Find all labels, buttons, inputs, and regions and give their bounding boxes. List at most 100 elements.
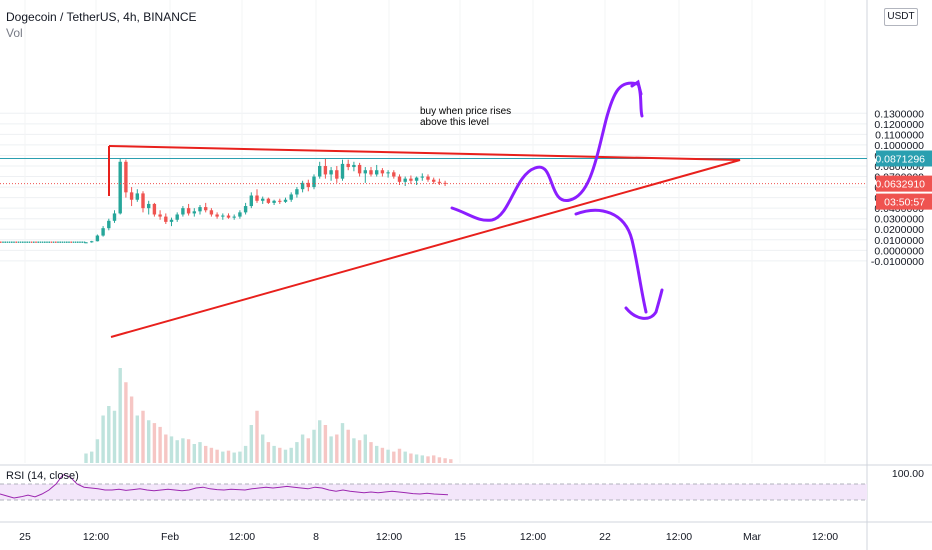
price-tick-label: 0.0300000 bbox=[874, 214, 924, 226]
candle-body bbox=[204, 207, 208, 211]
volume-bar bbox=[449, 459, 453, 463]
candle-body bbox=[261, 198, 265, 201]
volume-bar bbox=[420, 455, 424, 463]
time-tick-label: 25 bbox=[19, 531, 31, 543]
volume-bar bbox=[221, 451, 225, 463]
candle-body bbox=[409, 178, 413, 181]
volume-bar bbox=[255, 410, 259, 463]
volume-bar bbox=[340, 423, 345, 463]
volume-bars bbox=[84, 368, 453, 463]
candle-body bbox=[158, 214, 162, 217]
volume-bar bbox=[169, 436, 174, 463]
candle-body bbox=[357, 164, 362, 174]
volume-bar bbox=[392, 451, 396, 463]
volume-bar bbox=[295, 442, 299, 463]
volume-bar bbox=[329, 436, 333, 463]
level-price-label: 0.0871296 bbox=[875, 153, 925, 165]
countdown-label-bg bbox=[876, 193, 932, 210]
price-tick-label: 0.1200000 bbox=[874, 119, 924, 131]
time-tick-label: 12:00 bbox=[83, 531, 109, 543]
candle-body bbox=[369, 170, 373, 175]
candle-body bbox=[392, 172, 396, 177]
candle-body bbox=[90, 241, 94, 243]
candle-body bbox=[272, 200, 276, 203]
volume-bar bbox=[352, 438, 356, 463]
volume-bar bbox=[204, 445, 208, 463]
price-tick-label: 0.1000000 bbox=[874, 140, 924, 152]
volume-bar bbox=[312, 429, 316, 463]
volume-bar bbox=[380, 447, 385, 463]
price-tick-label: 0.0000000 bbox=[874, 245, 924, 257]
volume-bar bbox=[437, 457, 442, 463]
volume-bar bbox=[232, 452, 236, 463]
annotation-line-1: buy when price rises bbox=[420, 106, 512, 117]
volume-bar bbox=[261, 434, 265, 463]
volume-bar bbox=[238, 451, 242, 463]
price-tick-label: 0.0100000 bbox=[874, 235, 924, 247]
price-axis[interactable]: 0.13000000.12000000.11000000.10000000.09… bbox=[871, 108, 932, 268]
annotation-line-2: above this level bbox=[420, 117, 489, 128]
volume-bar bbox=[164, 434, 168, 463]
candle-body bbox=[420, 176, 424, 178]
triangle-pattern bbox=[108, 145, 741, 338]
volume-bar bbox=[375, 445, 379, 463]
candle-body bbox=[215, 214, 219, 217]
candle-body bbox=[329, 170, 333, 175]
volume-label: Vol bbox=[6, 26, 23, 40]
candle-body bbox=[375, 170, 379, 175]
price-tick-label: 0.1300000 bbox=[874, 108, 924, 120]
volume-bar bbox=[175, 440, 179, 463]
time-tick-label: Feb bbox=[161, 531, 179, 543]
countdown-label: 03:50:57 bbox=[884, 197, 925, 209]
volume-bar bbox=[209, 447, 214, 463]
candle-body bbox=[169, 219, 174, 222]
rsi-band bbox=[0, 484, 867, 500]
currency-button[interactable]: USDT bbox=[884, 8, 918, 26]
volume-bar bbox=[443, 458, 447, 463]
volume-bar bbox=[101, 415, 105, 463]
volume-bar bbox=[249, 425, 253, 463]
volume-bar bbox=[272, 445, 276, 463]
volume-bar bbox=[289, 447, 293, 463]
volume-bar bbox=[386, 449, 390, 463]
bullish-arrowhead bbox=[630, 79, 643, 96]
symbol-title[interactable]: Dogecoin / TetherUS, 4h, BINANCE bbox=[6, 10, 197, 24]
rsi-tick-label: 100.00 bbox=[892, 468, 924, 480]
candle-body bbox=[209, 210, 214, 215]
candle-body bbox=[107, 220, 111, 229]
time-tick-label: 12:00 bbox=[812, 531, 838, 543]
candle-body bbox=[346, 163, 350, 168]
rsi-panel: RSI (14, close) 100.00 bbox=[0, 468, 924, 501]
candle-body bbox=[186, 208, 191, 214]
volume-bar bbox=[107, 406, 111, 463]
volume-bar bbox=[363, 434, 367, 463]
volume-bar bbox=[181, 438, 185, 463]
chart-annotation: buy when price rises above this level bbox=[420, 106, 511, 128]
candle-body bbox=[101, 228, 105, 236]
rsi-label: RSI (14, close) bbox=[6, 470, 79, 482]
candle-body bbox=[312, 176, 316, 188]
candle-body bbox=[135, 193, 139, 200]
volume-bar bbox=[369, 442, 373, 463]
volume-bar bbox=[409, 453, 413, 463]
candle-body bbox=[443, 182, 447, 184]
volume-bar bbox=[300, 434, 305, 463]
volume-bar bbox=[243, 445, 248, 463]
time-tick-label: 12:00 bbox=[376, 531, 402, 543]
candle-body bbox=[238, 212, 242, 217]
candle-body bbox=[198, 207, 202, 212]
candle-body bbox=[95, 235, 100, 242]
candle-body bbox=[414, 177, 419, 181]
candle-body bbox=[175, 214, 179, 220]
overlays bbox=[0, 79, 867, 338]
candle-body bbox=[386, 172, 390, 174]
candle-body bbox=[221, 215, 225, 217]
volume-bar bbox=[112, 410, 117, 463]
time-tick-label: 15 bbox=[454, 531, 466, 543]
bearish-arrowhead bbox=[624, 288, 664, 320]
time-axis[interactable]: 25 12:00 Feb 12:00 8 12:00 15 12:00 22 12:00 Mar 12… bbox=[19, 531, 838, 543]
volume-bar bbox=[414, 454, 419, 463]
volume-bar bbox=[141, 410, 145, 463]
